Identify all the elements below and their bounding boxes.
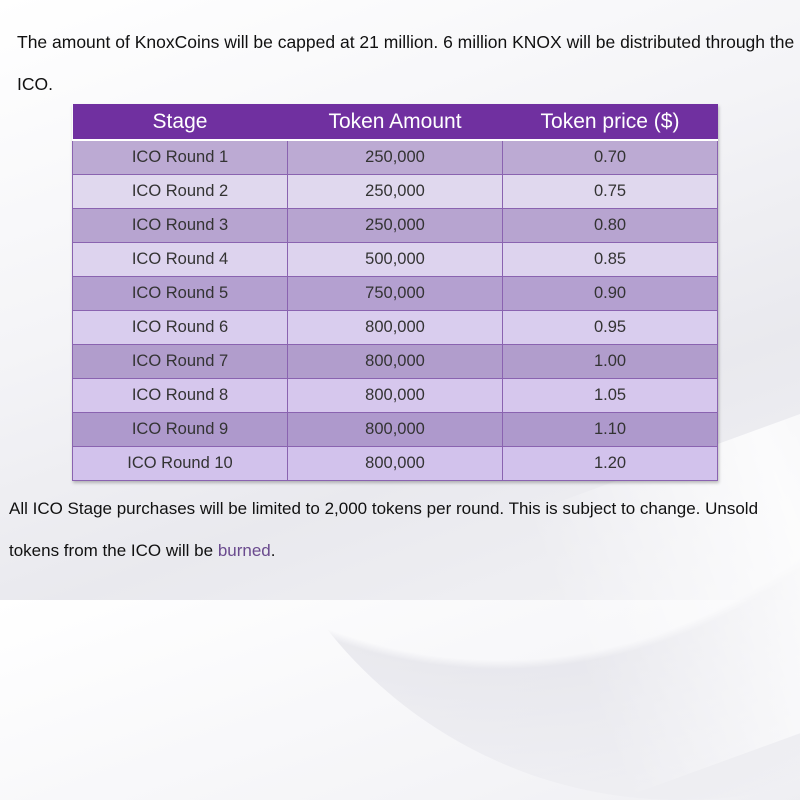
cell-token-amount: 800,000 [287, 446, 503, 481]
table-header-row: Stage Token Amount Token price ($) [72, 104, 718, 141]
header-token-amount: Token Amount [287, 104, 503, 141]
table-row: ICO Round 1 250,000 0.70 [72, 139, 718, 175]
cell-stage: ICO Round 1 [72, 139, 288, 175]
cell-token-amount: 500,000 [287, 242, 503, 277]
header-stage: Stage [72, 104, 288, 141]
cell-token-price: 1.05 [502, 378, 718, 413]
cell-stage: ICO Round 3 [72, 208, 288, 243]
cell-stage: ICO Round 9 [72, 412, 288, 447]
table-row: ICO Round 10 800,000 1.20 [72, 446, 718, 481]
cell-stage: ICO Round 5 [72, 276, 288, 311]
ico-stage-table: Stage Token Amount Token price ($) ICO R… [72, 104, 718, 481]
cell-token-amount: 800,000 [287, 412, 503, 447]
cell-stage: ICO Round 6 [72, 310, 288, 345]
table-row: ICO Round 7 800,000 1.00 [72, 344, 718, 379]
table-row: ICO Round 9 800,000 1.10 [72, 412, 718, 447]
cell-token-price: 0.75 [502, 174, 718, 209]
cell-token-amount: 750,000 [287, 276, 503, 311]
table-row: ICO Round 3 250,000 0.80 [72, 208, 718, 243]
outro-paragraph: All ICO Stage purchases will be limited … [9, 488, 789, 572]
table-row: ICO Round 4 500,000 0.85 [72, 242, 718, 277]
cell-token-amount: 800,000 [287, 310, 503, 345]
cell-stage: ICO Round 2 [72, 174, 288, 209]
cell-stage: ICO Round 4 [72, 242, 288, 277]
cell-token-amount: 250,000 [287, 208, 503, 243]
cell-token-price: 0.95 [502, 310, 718, 345]
cell-token-amount: 250,000 [287, 139, 503, 175]
cell-token-amount: 250,000 [287, 174, 503, 209]
cell-token-price: 0.80 [502, 208, 718, 243]
cell-stage: ICO Round 8 [72, 378, 288, 413]
cell-stage: ICO Round 7 [72, 344, 288, 379]
intro-paragraph: The amount of KnoxCoins will be capped a… [17, 32, 795, 94]
cell-token-amount: 800,000 [287, 344, 503, 379]
table-row: ICO Round 8 800,000 1.05 [72, 378, 718, 413]
outro-period: . [270, 541, 276, 560]
cell-token-price: 0.85 [502, 242, 718, 277]
burned-link[interactable]: burned [217, 541, 271, 560]
header-token-price: Token price ($) [502, 104, 718, 141]
table-row: ICO Round 2 250,000 0.75 [72, 174, 718, 209]
cell-token-price: 1.00 [502, 344, 718, 379]
cell-token-amount: 800,000 [287, 378, 503, 413]
cell-token-price: 1.10 [502, 412, 718, 447]
cell-token-price: 0.70 [502, 139, 718, 175]
table-row: ICO Round 5 750,000 0.90 [72, 276, 718, 311]
table-row: ICO Round 6 800,000 0.95 [72, 310, 718, 345]
cell-token-price: 1.20 [502, 446, 718, 481]
outro-text: All ICO Stage purchases will be limited … [9, 499, 759, 560]
cell-stage: ICO Round 10 [72, 446, 288, 481]
cell-token-price: 0.90 [502, 276, 718, 311]
